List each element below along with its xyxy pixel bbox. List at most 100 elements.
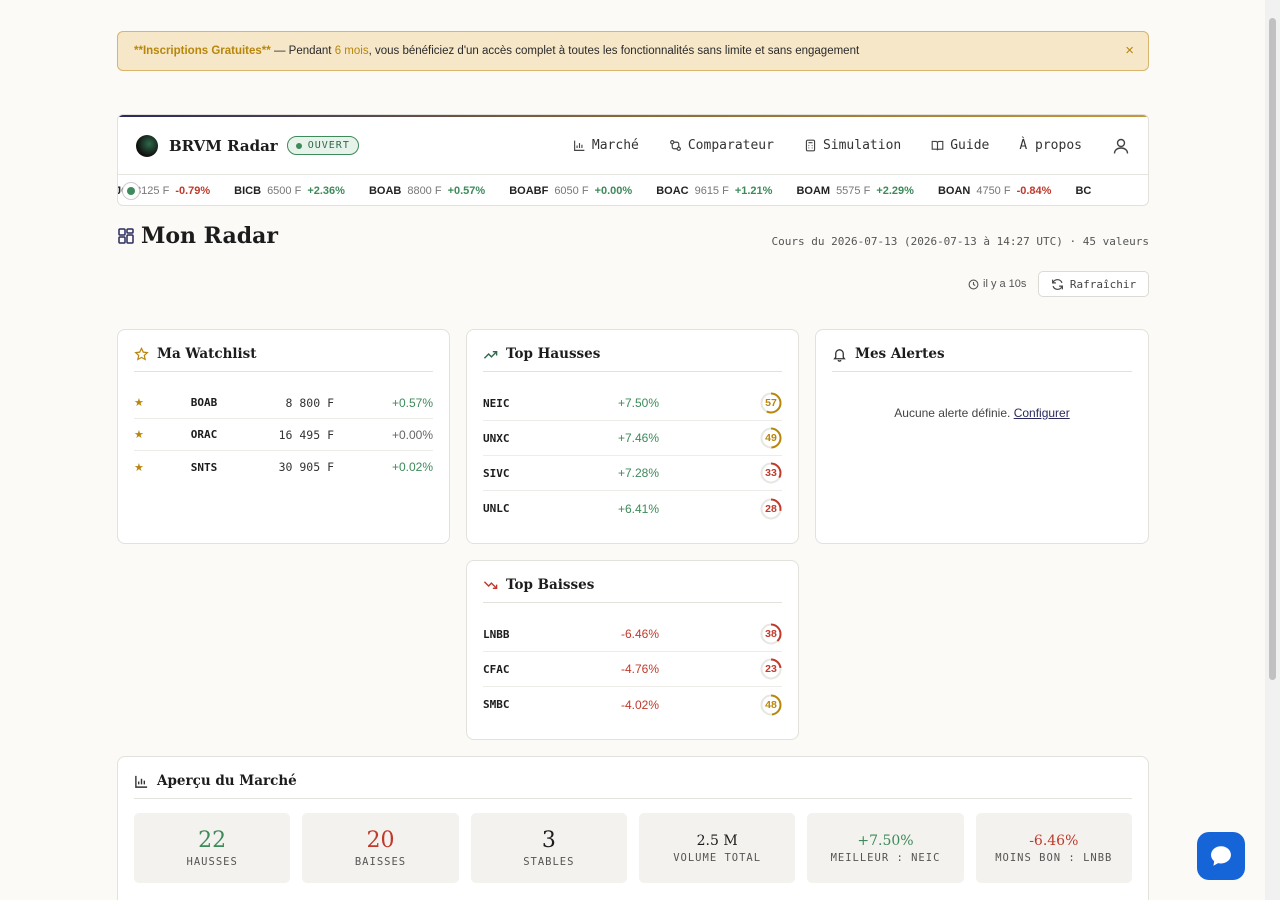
ticker-price: 8800 F [407, 184, 442, 197]
nav-item-guide[interactable]: Guide [931, 138, 989, 153]
banner-strong: **Inscriptions Gratuites** [134, 45, 271, 57]
alerts-title: Mes Alertes [855, 346, 945, 362]
ticker-symbol: BOAN [937, 184, 971, 197]
stat-label: MEILLEUR : NEIC [830, 851, 941, 864]
live-indicator-icon[interactable] [122, 182, 140, 200]
ticker-change: -0.79% [175, 184, 211, 197]
bar-chart-icon [573, 140, 585, 151]
top-losers-title: Top Baisses [506, 577, 595, 593]
mover-symbol: NEIC [483, 396, 510, 410]
score-value: 28 [765, 502, 777, 515]
ticker-item[interactable]: BOAN 4750 F -0.84% [938, 185, 1052, 197]
stat-tile: -6.46% MOINS BON : LNBB [975, 813, 1132, 883]
site-header: BRVM Radar OUVERT Marché Comparateur Sim… [117, 114, 1149, 206]
watchlist-row[interactable]: ★ SNTS 30 905 F +0.02% [134, 451, 433, 483]
configure-alerts-link[interactable]: Configurer [1013, 406, 1070, 420]
market-overview-title: Aperçu du Marché [157, 773, 297, 789]
mover-row[interactable]: SIVC +7.28% 33 [483, 456, 782, 491]
ticker-item[interactable]: BICB 6500 F +2.36% [234, 185, 345, 197]
star-icon [134, 346, 149, 361]
mover-row[interactable]: NEIC +7.50% 57 [483, 386, 782, 421]
user-icon[interactable] [1112, 137, 1130, 155]
stat-value: +7.50% [857, 832, 914, 849]
watchlist-symbol: ORAC [190, 428, 218, 441]
watchlist-price: 8 800 F [285, 395, 334, 410]
page-scrollbar[interactable] [1265, 0, 1280, 900]
stat-value: 2.5 M [696, 832, 738, 849]
watchlist-change: +0.02% [391, 460, 433, 474]
score-ring: 38 [760, 623, 782, 645]
score-value: 57 [765, 397, 777, 409]
nav-item-a-propos[interactable]: À propos [1019, 138, 1082, 153]
ticker-item[interactable]: BOAC 9615 F +1.21% [656, 185, 772, 197]
ticker-symbol: BOABF [509, 184, 549, 197]
close-icon[interactable]: × [1125, 42, 1134, 59]
ticker-symbol: BOAM [796, 184, 831, 197]
chat-bubble-icon [1211, 846, 1231, 866]
mover-change: -6.46% [620, 627, 659, 641]
score-value: 48 [765, 698, 777, 711]
nav-item-comparateur[interactable]: Comparateur [669, 138, 774, 153]
stat-tile: +7.50% MEILLEUR : NEIC [807, 813, 964, 883]
ticker-symbol: BC [1075, 184, 1092, 197]
alerts-empty-text: Aucune alerte définie. [894, 406, 1014, 420]
nav-item-simulation[interactable]: Simulation [804, 138, 901, 153]
ticker-symbol: BOAB [368, 184, 402, 197]
mover-row[interactable]: UNXC +7.46% 49 [483, 421, 782, 456]
mover-row[interactable]: LNBB -6.46% 38 [483, 617, 782, 652]
chat-button[interactable] [1197, 832, 1245, 880]
score-ring: 48 [760, 694, 782, 716]
ticker-price: 5575 F [836, 184, 871, 197]
stat-value: 22 [198, 828, 227, 853]
market-status-label: OUVERT [307, 140, 350, 151]
mover-symbol: LNBB [483, 627, 510, 641]
ticker-price: 6050 F [554, 184, 589, 197]
watchlist-row[interactable]: ★ BOAB 8 800 F +0.57% [134, 387, 433, 419]
ticker-item[interactable]: BOAB 8800 F +0.57% [369, 185, 485, 197]
star-icon[interactable]: ★ [134, 429, 144, 441]
refresh-button[interactable]: Rafraîchir [1038, 271, 1149, 297]
banner-text-after: , vous bénéficiez d'un accès complet à t… [368, 45, 860, 57]
star-icon[interactable]: ★ [134, 461, 144, 474]
promo-banner: **Inscriptions Gratuites** — Pendant 6 m… [117, 31, 1149, 71]
mover-row[interactable]: SMBC -4.02% 48 [483, 687, 782, 722]
mover-symbol: SIVC [483, 466, 510, 480]
nav-label-marche: Marché [591, 138, 639, 153]
refresh-label: Rafraîchir [1069, 277, 1137, 291]
watchlist-change: +0.57% [391, 395, 433, 410]
watchlist-row[interactable]: ★ ORAC 16 495 F +0.00% [134, 419, 433, 451]
score-value: 33 [765, 467, 777, 479]
ticker-item[interactable]: BOAM 5575 F +2.29% [796, 185, 913, 197]
brand-name[interactable]: BRVM Radar [169, 136, 278, 155]
mover-change: +6.41% [617, 501, 659, 516]
ticker-item[interactable]: BC [1075, 185, 1103, 197]
logo-icon[interactable] [136, 134, 158, 157]
nav-label-comparateur: Comparateur [687, 138, 774, 153]
ticker-item[interactable]: BOABF 6050 F +0.00% [509, 185, 632, 197]
refresh-icon [1051, 278, 1063, 290]
book-icon [931, 140, 944, 151]
bar-chart-icon [135, 775, 148, 788]
ticker-price: 4750 F [976, 184, 1011, 197]
top-losers-card: Top Baisses LNBB -6.46% 38 CFAC -4.76% 23 SMBC… [466, 560, 799, 740]
nav-item-marche[interactable]: Marché [573, 138, 639, 153]
mover-row[interactable]: CFAC -4.76% 23 [483, 652, 782, 687]
star-icon[interactable]: ★ [134, 397, 144, 409]
stat-label: STABLES [523, 856, 575, 868]
score-ring: 33 [760, 462, 782, 484]
score-value: 38 [765, 628, 777, 640]
mover-symbol: CFAC [483, 662, 510, 676]
banner-text-before: — Pendant [270, 45, 335, 57]
score-ring: 49 [760, 427, 782, 449]
score-ring: 28 [760, 498, 782, 520]
ticker-price: 6500 F [267, 184, 302, 197]
mover-change: +7.46% [617, 431, 659, 445]
dashboard-icon [118, 228, 134, 244]
score-ring: 57 [760, 392, 782, 414]
watchlist-price: 30 905 F [278, 460, 334, 474]
scrollbar-thumb[interactable] [1269, 18, 1276, 680]
mover-row[interactable]: UNLC +6.41% 28 [483, 491, 782, 526]
watchlist-title: Ma Watchlist [157, 346, 257, 362]
stat-value: -6.46% [1029, 832, 1079, 849]
